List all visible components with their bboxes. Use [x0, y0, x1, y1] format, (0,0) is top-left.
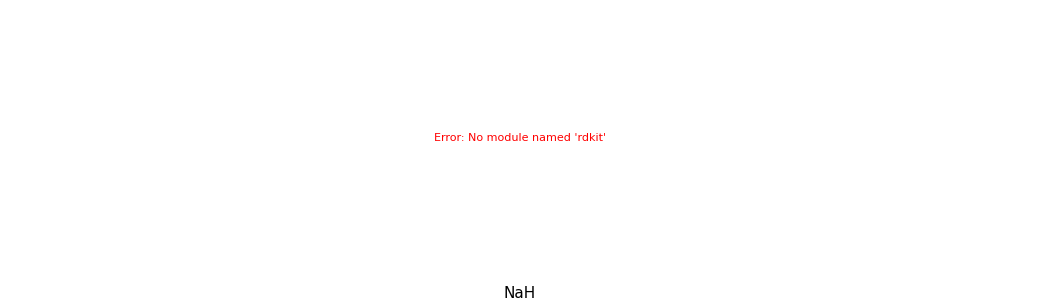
Text: Error: No module named 'rdkit': Error: No module named 'rdkit' — [434, 133, 606, 143]
Text: NaH: NaH — [503, 286, 537, 301]
